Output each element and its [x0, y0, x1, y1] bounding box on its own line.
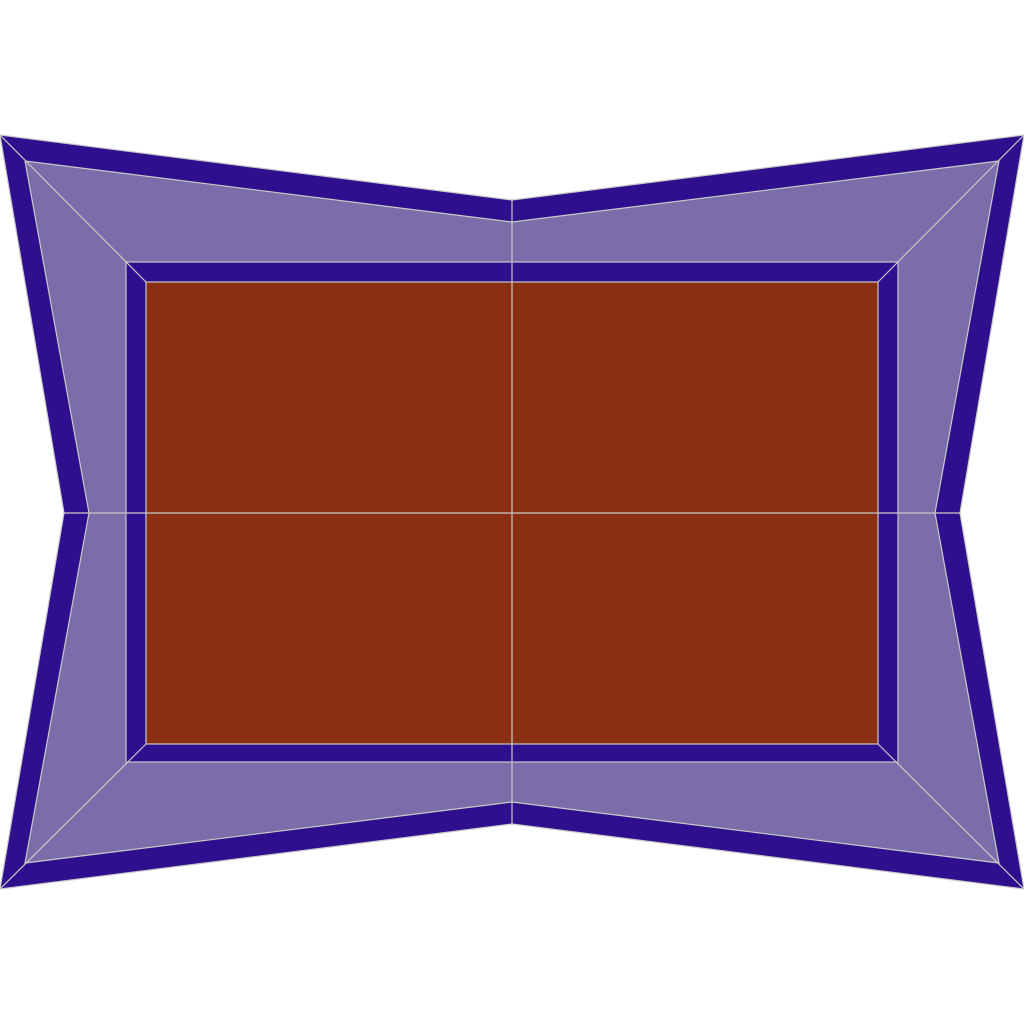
miter-bottom-left: [0, 743, 147, 890]
light-frame-band: [512, 513, 999, 863]
outline-center-panel: [145, 281, 879, 745]
center-panel: [512, 282, 878, 513]
tile-bottom-right: [512, 513, 1024, 889]
tile-top-left: [0, 135, 512, 513]
miter-top-right: [877, 134, 1024, 283]
center-panel: [146, 513, 512, 744]
tile-bottom-left: [0, 513, 512, 889]
outline-light-band: [24, 160, 1000, 864]
miter-top-left: [0, 134, 147, 283]
light-frame-band: [25, 161, 512, 513]
outline-outer: [0, 134, 1024, 890]
light-frame-band: [512, 161, 999, 513]
tile-top-right: [512, 135, 1024, 513]
light-frame-band: [25, 513, 512, 863]
center-panel: [512, 513, 878, 744]
outline-inner-band: [125, 261, 899, 763]
miter-bottom-right: [877, 743, 1024, 890]
seam-lines: [0, 134, 1024, 890]
center-panel: [146, 282, 512, 513]
